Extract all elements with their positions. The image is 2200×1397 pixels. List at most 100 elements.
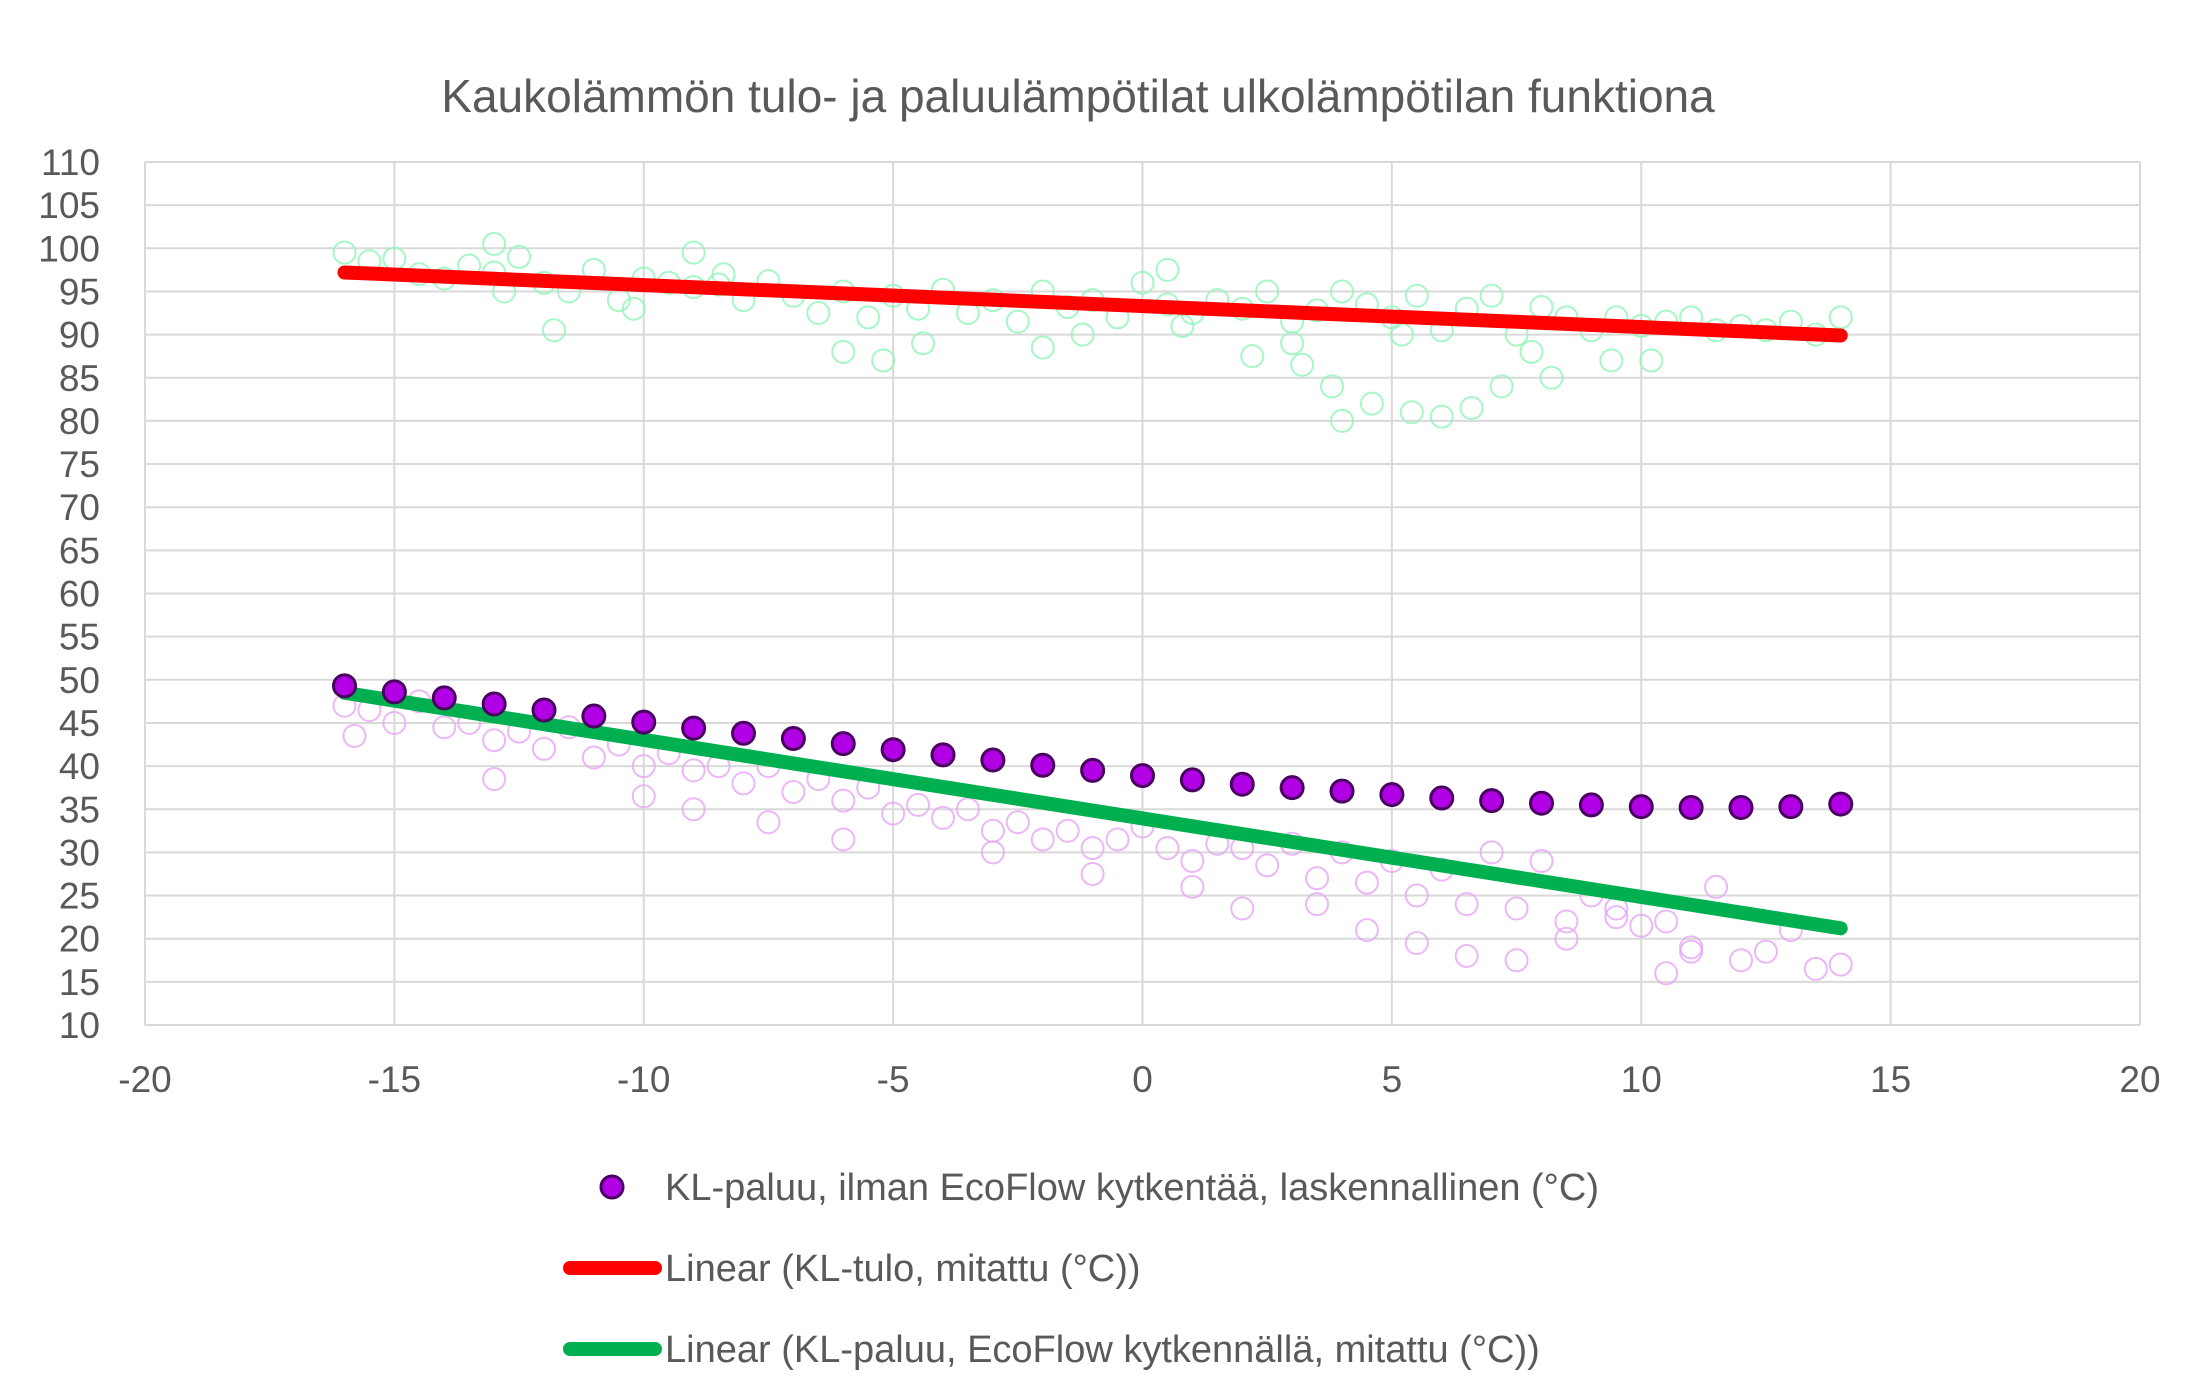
data-point [780, 725, 806, 751]
data-point [1329, 778, 1355, 804]
x-tick-label: -10 [617, 1059, 670, 1100]
data-point [1504, 948, 1529, 973]
data-point [1578, 792, 1604, 818]
data-point [980, 747, 1006, 773]
data-point [880, 737, 906, 763]
data-point [1290, 352, 1315, 377]
data-point [1489, 374, 1514, 399]
y-tick-label: 45 [59, 703, 100, 744]
data-point [1379, 782, 1405, 808]
data-point [1170, 313, 1195, 338]
data-point [1180, 849, 1205, 874]
data-point [431, 685, 457, 711]
data-point [681, 715, 707, 741]
data-point [1404, 883, 1429, 908]
data-point [332, 240, 357, 265]
data-point [1828, 305, 1853, 330]
data-point [621, 296, 646, 321]
data-point [1354, 870, 1379, 895]
data-point [631, 754, 656, 779]
data-point [1359, 391, 1384, 416]
x-axis-ticks: -20 -15 -10 -5 0 5 10 15 20 [118, 1059, 2160, 1100]
data-point [482, 767, 507, 792]
data-point [482, 728, 507, 753]
data-point [731, 771, 756, 796]
data-point [1080, 861, 1105, 886]
data-point [830, 731, 856, 757]
data-point [382, 710, 407, 735]
data-point [1654, 909, 1679, 934]
legend-item: Linear (KL-paluu, EcoFlow kytkennällä, m… [563, 1329, 1540, 1371]
data-point [1404, 931, 1429, 956]
y-tick-label: 80 [59, 401, 100, 442]
return-trendline [337, 685, 1848, 936]
data-point [1459, 395, 1484, 420]
data-point [1279, 775, 1305, 801]
data-point [1404, 283, 1429, 308]
data-point [532, 736, 556, 761]
plot-area [332, 231, 1854, 986]
data-point [1599, 348, 1624, 373]
data-point [1539, 365, 1564, 390]
chart-title: Kaukolämmön tulo- ja paluulämpötilat ulk… [441, 70, 1715, 122]
data-point [756, 810, 781, 835]
data-point [1604, 905, 1629, 930]
data-point [781, 779, 806, 804]
data-point [531, 697, 557, 723]
data-point [332, 673, 357, 699]
legend-item: KL-paluu, ilman EcoFlow kytkentää, laske… [599, 1167, 1599, 1209]
data-point [681, 240, 706, 265]
data-point [631, 784, 656, 809]
y-tick-label: 20 [59, 919, 100, 960]
data-point [432, 715, 457, 740]
x-tick-label: 5 [1382, 1059, 1403, 1100]
data-point [581, 703, 607, 729]
data-point [1080, 757, 1106, 783]
data-point [1678, 795, 1704, 821]
data-point [1105, 827, 1130, 852]
y-tick-label: 90 [59, 315, 100, 356]
data-point [1778, 794, 1804, 820]
data-point [1179, 767, 1205, 793]
y-tick-label: 110 [41, 142, 100, 183]
y-tick-label: 10 [59, 1005, 100, 1046]
y-tick-label: 105 [38, 185, 100, 226]
data-point [1240, 344, 1265, 369]
grid [144, 161, 2141, 1026]
data-point [1639, 348, 1664, 373]
y-tick-label: 85 [59, 358, 100, 399]
data-point [1828, 952, 1853, 977]
legend-marker-dot [599, 1174, 625, 1200]
data-point [1229, 771, 1255, 797]
data-point [1753, 939, 1778, 964]
y-tick-label: 95 [59, 271, 100, 312]
data-point [930, 742, 956, 768]
y-tick-label: 40 [59, 746, 100, 787]
data-point [1654, 961, 1679, 986]
y-tick-label: 60 [59, 574, 100, 615]
y-tick-label: 30 [59, 832, 100, 873]
y-axis-ticks: 1015202530354045505560657075808590951001… [38, 142, 100, 1046]
y-tick-label: 15 [59, 962, 100, 1003]
data-point [507, 244, 532, 269]
data-point [1330, 279, 1354, 304]
data-point [1354, 918, 1379, 943]
data-point [1628, 794, 1654, 820]
x-tick-label: -5 [877, 1059, 910, 1100]
data-point [1479, 788, 1505, 814]
data-point [1030, 827, 1055, 852]
data-point [806, 301, 831, 326]
data-point [1803, 956, 1828, 981]
data-point [1479, 283, 1504, 308]
y-tick-label: 65 [59, 530, 100, 571]
data-point [871, 348, 896, 373]
data-point [482, 231, 507, 256]
legend-item: Linear (KL-tulo, mitattu (°C)) [563, 1248, 1141, 1290]
data-point [1429, 404, 1454, 429]
data-point [1454, 892, 1479, 917]
data-point [1255, 279, 1280, 304]
x-tick-label: 20 [2119, 1059, 2160, 1100]
data-point [1529, 790, 1554, 816]
data-point [1554, 926, 1579, 951]
